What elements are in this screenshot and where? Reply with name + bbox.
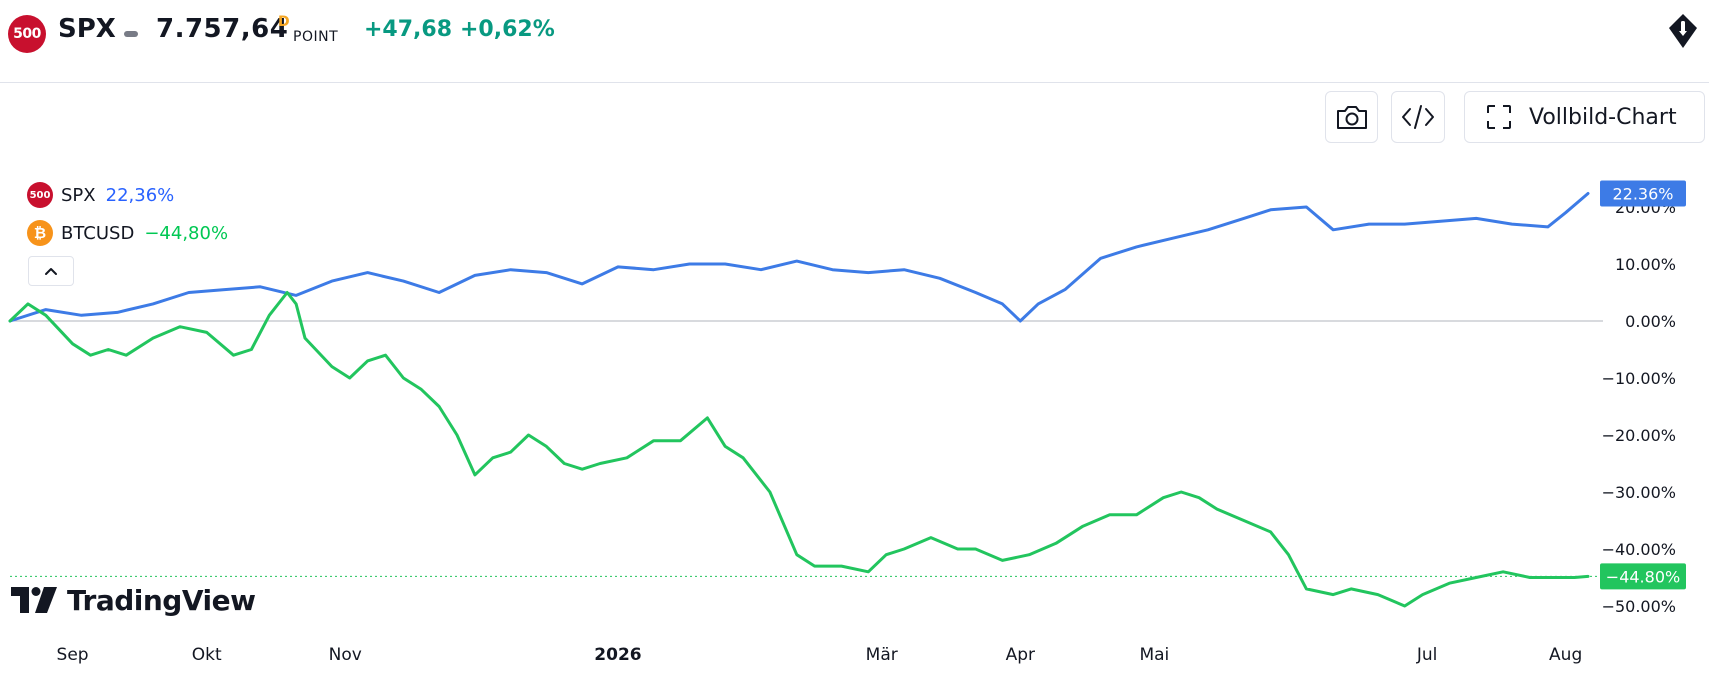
x-tick-label: Aug — [1549, 645, 1582, 665]
x-tick-label: Mär — [866, 645, 898, 665]
last-value-tags: 22.36% −44.80% — [1600, 180, 1686, 590]
delayed-data-flag: D — [278, 14, 290, 30]
y-tick-label: 10.00% — [1615, 255, 1676, 274]
price-change: +47,68 — [364, 17, 453, 42]
chevron-up-icon — [45, 268, 57, 275]
chart-series — [8, 192, 1590, 608]
y-tick-label: 0.00% — [1625, 312, 1676, 331]
spx-last-value-tag — [1600, 180, 1686, 207]
btcusd-last-value-label: −44.80% — [1606, 567, 1680, 586]
fullscreen-chart-label: Vollbild-Chart — [1529, 104, 1677, 130]
x-tick-label: Nov — [329, 645, 362, 665]
embed-code-button[interactable] — [1391, 91, 1445, 143]
legend-value: 22,36% — [105, 184, 175, 206]
y-tick-label: −10.00% — [1602, 369, 1676, 388]
spx-last-value-label: 22.36% — [1612, 185, 1673, 204]
symbol-name[interactable]: SPX — [58, 14, 116, 44]
last-price: 7.757,64 — [156, 14, 289, 44]
legend-item-spx[interactable]: 500 SPX 22,36% — [27, 182, 174, 208]
legend-collapse-button[interactable] — [28, 256, 74, 286]
x-tick-label: Sep — [57, 645, 89, 665]
legend-symbol: SPX — [61, 184, 96, 206]
symbol-header: 500 SPX 7.757,64 D POINT +47,68 +0,62% — [0, 0, 1709, 83]
x-tick-label: Jul — [1416, 645, 1438, 665]
watermark-text: TradingView — [67, 583, 256, 617]
camera-icon — [1336, 106, 1367, 129]
tradingview-logo-icon — [11, 587, 57, 613]
x-tick-label: 2026 — [594, 645, 641, 665]
spx-logo-icon: 500 — [27, 182, 53, 208]
x-tick-label: Mai — [1139, 645, 1169, 665]
snapshot-button[interactable] — [1325, 91, 1378, 143]
x-tick-label: Okt — [192, 645, 222, 665]
code-icon — [1402, 105, 1434, 129]
price-unit: POINT — [293, 29, 339, 45]
y-tick-label: −40.00% — [1602, 540, 1676, 559]
legend-symbol: BTCUSD — [61, 222, 135, 244]
fullscreen-icon — [1487, 105, 1511, 129]
fullscreen-chart-button[interactable]: Vollbild-Chart — [1464, 91, 1705, 143]
spx-logo-icon: 500 — [8, 15, 46, 53]
spx-series-line — [8, 192, 1590, 323]
tradingview-pin-icon[interactable] — [1664, 12, 1702, 54]
price-scale[interactable]: 20.00%10.00%0.00%−10.00%−20.00%−30.00%−4… — [1602, 198, 1676, 616]
price-change-percent: +0,62% — [460, 17, 555, 42]
legend-value: −44,80% — [144, 222, 229, 244]
y-tick-label: −20.00% — [1602, 426, 1676, 445]
x-tick-label: Apr — [1006, 645, 1035, 665]
time-scale[interactable]: Sep Okt Nov 2026 Mär Apr Mai Jul Aug — [57, 645, 1583, 665]
btcusd-series-line — [8, 291, 1590, 608]
y-tick-label: −30.00% — [1602, 483, 1676, 502]
chart-gridlines — [10, 320, 1603, 577]
market-status-dash-icon — [124, 31, 138, 37]
bitcoin-logo-icon: ₿ — [27, 220, 53, 246]
tradingview-watermark[interactable]: TradingView — [11, 583, 256, 617]
y-tick-label: −50.00% — [1602, 597, 1676, 616]
legend-item-btcusd[interactable]: ₿ BTCUSD −44,80% — [27, 220, 228, 246]
btcusd-last-value-tag — [1600, 563, 1686, 590]
